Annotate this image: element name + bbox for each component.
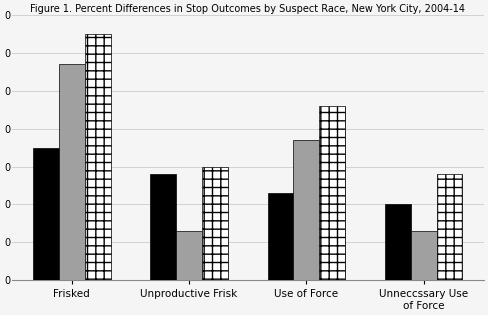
Bar xyxy=(150,174,176,280)
Bar xyxy=(85,34,111,280)
Bar xyxy=(59,64,85,280)
Bar xyxy=(268,193,293,280)
Bar xyxy=(33,147,59,280)
Bar xyxy=(319,106,345,280)
Bar xyxy=(176,231,202,280)
Title: Figure 1. Percent Differences in Stop Outcomes by Suspect Race, New York City, 2: Figure 1. Percent Differences in Stop Ou… xyxy=(30,4,465,14)
Bar xyxy=(202,167,228,280)
Bar xyxy=(437,174,462,280)
Bar xyxy=(385,204,411,280)
Bar xyxy=(411,231,437,280)
Bar xyxy=(293,140,319,280)
